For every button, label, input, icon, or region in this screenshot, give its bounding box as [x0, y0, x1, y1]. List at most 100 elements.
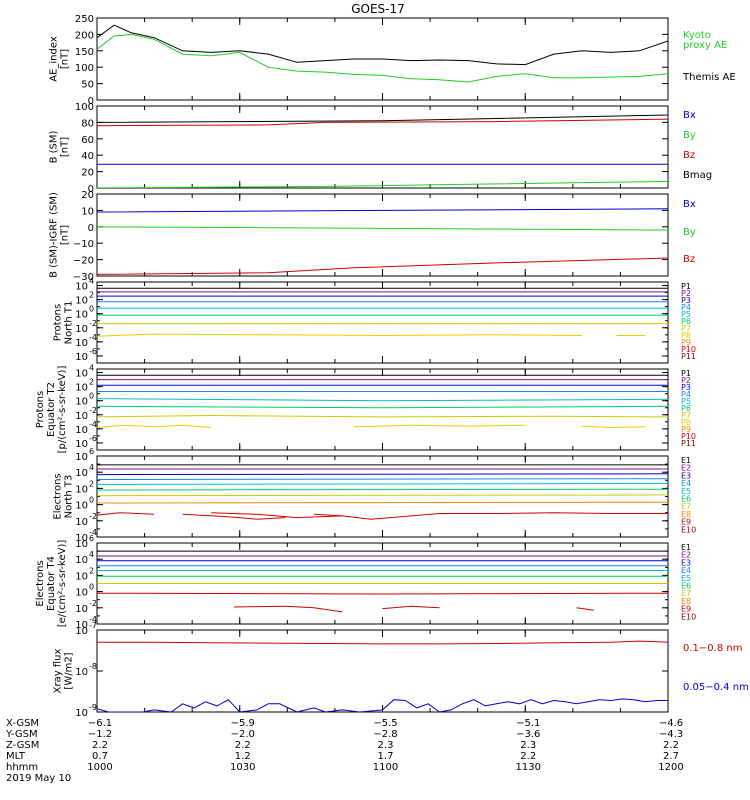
- series-line: [97, 478, 668, 480]
- legend-entry: 0.05−0.4 nm: [683, 682, 749, 693]
- series-line: [97, 592, 668, 595]
- legend-entry: E7: [681, 589, 691, 598]
- legend-entry: E3: [681, 471, 691, 480]
- series-line: [97, 180, 668, 188]
- y-tick-exponent: 6: [89, 447, 94, 456]
- ephemeris-value: 1.2: [235, 751, 251, 762]
- y-tick-exponent: -6: [89, 347, 97, 356]
- y-tick-exponent: 0: [89, 496, 94, 505]
- legend-entry: P8: [681, 331, 691, 340]
- legend-entry: P10: [681, 345, 696, 354]
- ephemeris-value: 2.2: [235, 740, 251, 751]
- ephemeris-value: 1130: [516, 762, 541, 773]
- y-tick-label: 0: [88, 96, 94, 107]
- legend-entry: E1: [681, 543, 691, 552]
- series-line: [382, 605, 440, 610]
- y-tick-exponent: 2: [89, 479, 94, 488]
- y-axis-label: Equator T2: [46, 382, 57, 437]
- series-line: [97, 226, 668, 231]
- ephemeris-value: −5.5: [373, 718, 397, 729]
- ephemeris-value: −1.2: [88, 729, 112, 740]
- y-tick-label: −30: [73, 272, 94, 283]
- y-tick-label: −10: [73, 239, 94, 250]
- y-axis-label: Protons: [53, 304, 64, 341]
- series-group: [97, 374, 668, 429]
- y-axis-label: B (SM)-IGRF (SM): [49, 192, 60, 278]
- y-tick-label: 0: [88, 184, 94, 195]
- ephemeris-value: 0.7: [92, 751, 108, 762]
- legend-entry: P10: [681, 432, 696, 441]
- legend-entry: Bx: [683, 199, 696, 210]
- legend-entry: P4: [681, 303, 691, 312]
- series-group: [97, 640, 668, 712]
- legend-entry: E8: [681, 510, 691, 519]
- y-tick-exponent: 4: [89, 277, 94, 286]
- series-line: [97, 501, 668, 504]
- legend-entry: E4: [681, 479, 691, 488]
- y-tick-label: 10: [75, 708, 88, 719]
- series-group: [97, 208, 668, 275]
- legend-entry: E4: [681, 566, 691, 575]
- panel-frame: [96, 281, 669, 364]
- legend-entry: E9: [681, 605, 691, 614]
- y-tick-exponent: 2: [89, 378, 94, 387]
- y-axis-label: North T3: [64, 475, 75, 519]
- series-line: [97, 483, 668, 485]
- ephemeris-value: −5.1: [516, 718, 540, 729]
- y-tick-exponent: -7: [89, 621, 97, 630]
- panel-3: 20 10 0 −10 −20 −30 B (SM)-IGRF (SM) [nT] Bx By Bz: [49, 190, 696, 283]
- y-tick-label: 200: [75, 30, 94, 41]
- legend-entry: E7: [681, 502, 691, 511]
- y-axis-label: Electrons: [35, 560, 46, 606]
- y-tick-label: 10: [75, 517, 88, 528]
- legend-entry: E1: [681, 456, 691, 465]
- legend-entry: Themis AE: [682, 72, 736, 83]
- y-tick-label: 10: [75, 604, 88, 615]
- y-axis-label: [nT]: [60, 225, 71, 245]
- y-tick-exponent: 2: [89, 566, 94, 575]
- y-tick-label: 40: [81, 151, 94, 162]
- y-tick-exponent: 0: [89, 392, 94, 401]
- panel-frame: [96, 193, 669, 277]
- series-line: [97, 488, 668, 491]
- y-tick-exponent: 4: [89, 463, 94, 472]
- y-tick-label: 10: [75, 369, 88, 380]
- y-tick-exponent: 4: [89, 364, 94, 373]
- y-tick-label: 10: [75, 324, 88, 335]
- series-line: [576, 607, 594, 611]
- ephemeris-value: −2.8: [373, 729, 397, 740]
- y-tick-label: 10: [75, 533, 88, 544]
- series-group: [97, 287, 668, 337]
- series-group: [97, 24, 668, 83]
- series-line: [353, 424, 526, 428]
- legend-entry: P11: [681, 439, 696, 448]
- y-tick-exponent: -6: [89, 434, 97, 443]
- legend-entry: E2: [681, 551, 691, 560]
- series-line: [97, 494, 668, 497]
- legend-entry: P4: [681, 390, 691, 399]
- legend-entry: P9: [681, 338, 691, 347]
- legend-entry: P5: [681, 310, 691, 319]
- y-tick-exponent: -2: [89, 406, 97, 415]
- y-axis-label: [p/(cm²-s-sr-keV)]: [57, 366, 68, 454]
- ephemeris-row-label: Y-GSM: [5, 729, 38, 740]
- y-tick-label: 10: [81, 206, 94, 217]
- y-axis-label: [W/m2]: [64, 652, 75, 689]
- y-tick-label: 10: [75, 439, 88, 450]
- legend-entry: P1: [681, 369, 691, 378]
- legend-entry: P8: [681, 418, 691, 427]
- y-tick-label: 20: [81, 168, 94, 179]
- y-tick-exponent: 0: [89, 583, 94, 592]
- series-line: [97, 640, 668, 645]
- ephemeris-value: 1100: [373, 762, 398, 773]
- y-tick-exponent: -4: [89, 528, 97, 537]
- y-axis-label: [nT]: [60, 49, 71, 69]
- panel-frame: [96, 368, 669, 451]
- ephemeris-value: 2.2: [92, 740, 108, 751]
